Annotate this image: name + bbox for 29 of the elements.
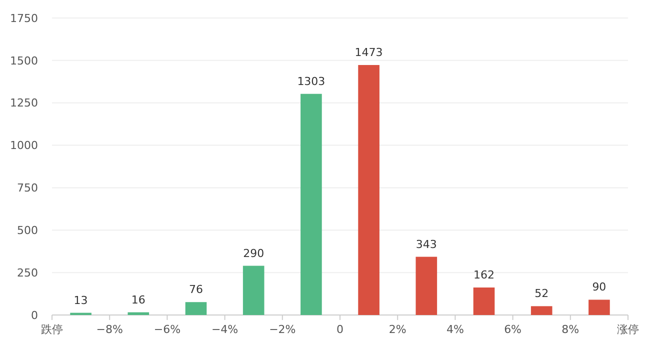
data-label: 343 <box>416 238 437 251</box>
y-tick-label: 250 <box>17 266 38 280</box>
y-tick-label: 0 <box>31 308 38 322</box>
x-tick-label: 涨停 <box>617 323 639 336</box>
x-tick-label: 2% <box>388 323 406 336</box>
data-label: 16 <box>131 293 146 306</box>
data-label: 76 <box>189 283 203 296</box>
x-tick-label: −2% <box>269 323 296 336</box>
data-label: 1303 <box>297 74 326 88</box>
x-tick-label: 4% <box>446 323 464 336</box>
y-tick-label: 1000 <box>10 139 38 152</box>
data-label: 1473 <box>354 46 383 60</box>
x-tick-label: −8% <box>96 323 123 336</box>
data-label: 52 <box>534 287 549 300</box>
x-tick-label: 跌停 <box>41 323 63 336</box>
data-label: 290 <box>243 246 264 260</box>
y-tick-label: 750 <box>17 182 38 195</box>
x-tick-label: 6% <box>504 323 522 336</box>
data-label: 13 <box>74 294 88 307</box>
x-tick-label: 8% <box>562 323 580 336</box>
data-label: 162 <box>474 268 494 282</box>
y-tick-label: 1500 <box>10 54 38 68</box>
x-tick-label: 0 <box>336 323 344 336</box>
y-tick-label: 1750 <box>10 12 38 25</box>
x-tick-label: −4% <box>211 323 238 336</box>
y-tick-label: 500 <box>17 224 38 237</box>
data-label: 90 <box>592 280 606 294</box>
y-tick-label: 1250 <box>10 96 38 110</box>
x-tick-label: −6% <box>154 323 181 336</box>
